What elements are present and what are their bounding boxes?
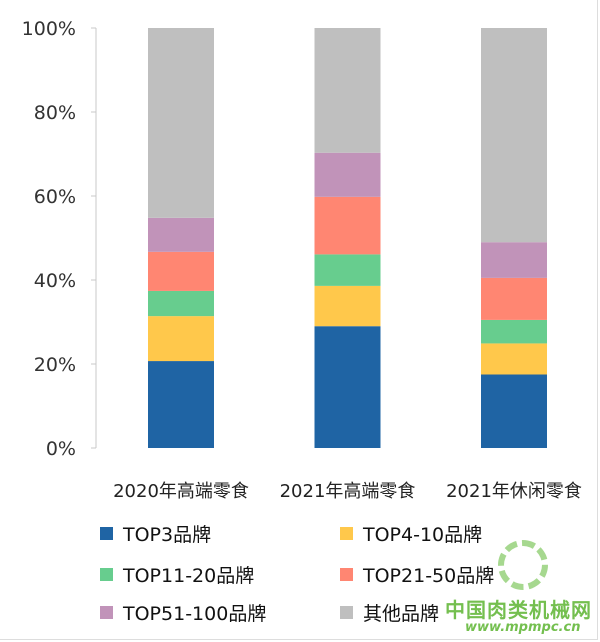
bar-segment-TOP3品牌 xyxy=(148,361,214,448)
bar-segment-TOP11-20品牌 xyxy=(314,254,381,286)
bar-segment-其他品牌 xyxy=(314,28,381,153)
legend-swatch-icon xyxy=(100,606,113,619)
bar-segment-TOP4-10品牌 xyxy=(314,285,381,327)
bar-segment-其他品牌 xyxy=(148,28,214,218)
y-tick-label: 100% xyxy=(22,18,76,40)
legend-label: TOP11-20品牌 xyxy=(123,565,255,587)
bar-segment-TOP21-50品牌 xyxy=(481,277,547,320)
bar-segment-TOP3品牌 xyxy=(314,326,381,448)
legend-item: TOP21-50品牌 xyxy=(340,561,494,588)
x-category-label: 2021年高端零食 xyxy=(280,481,416,502)
x-category-label: 2020年高端零食 xyxy=(113,481,249,502)
legend-swatch-icon xyxy=(340,568,353,581)
legend-item: TOP4-10品牌 xyxy=(340,520,482,547)
bar-segment-TOP51-100品牌 xyxy=(148,217,214,252)
legend-swatch-icon xyxy=(340,527,353,540)
bar-segment-TOP4-10品牌 xyxy=(148,316,214,362)
legend-item: TOP11-20品牌 xyxy=(100,561,254,588)
legend-swatch-icon xyxy=(100,568,113,581)
legend-label: TOP4-10品牌 xyxy=(363,524,483,546)
bar-segment-TOP21-50品牌 xyxy=(148,251,214,291)
y-tick-label: 60% xyxy=(34,186,76,208)
bar-segment-TOP51-100品牌 xyxy=(314,152,381,197)
bar-segment-TOP3品牌 xyxy=(481,374,547,448)
legend-item: TOP3品牌 xyxy=(100,520,211,547)
y-tick-label: 20% xyxy=(34,354,76,376)
legend-label: TOP51-100品牌 xyxy=(123,603,267,625)
legend-swatch-icon xyxy=(100,527,113,540)
y-tick-label: 40% xyxy=(34,270,76,292)
y-tick-label: 0% xyxy=(46,438,76,460)
legend-item: TOP51-100品牌 xyxy=(100,599,266,626)
legend-item: 其他品牌 xyxy=(340,599,439,626)
x-category-label: 2021年休闲零食 xyxy=(446,481,582,502)
legend-label: 其他品牌 xyxy=(363,603,440,625)
y-tick-label: 80% xyxy=(34,102,76,124)
legend-label: TOP21-50品牌 xyxy=(363,565,495,587)
legend-label: TOP3品牌 xyxy=(123,524,212,546)
bar-segment-TOP11-20品牌 xyxy=(148,290,214,317)
bar-segment-TOP21-50品牌 xyxy=(314,196,381,255)
bar-segment-其他品牌 xyxy=(481,28,547,243)
bar-segment-TOP51-100品牌 xyxy=(481,242,547,278)
bar-segment-TOP11-20品牌 xyxy=(481,319,547,344)
legend-swatch-icon xyxy=(340,606,353,619)
bar-segment-TOP4-10品牌 xyxy=(481,343,547,375)
